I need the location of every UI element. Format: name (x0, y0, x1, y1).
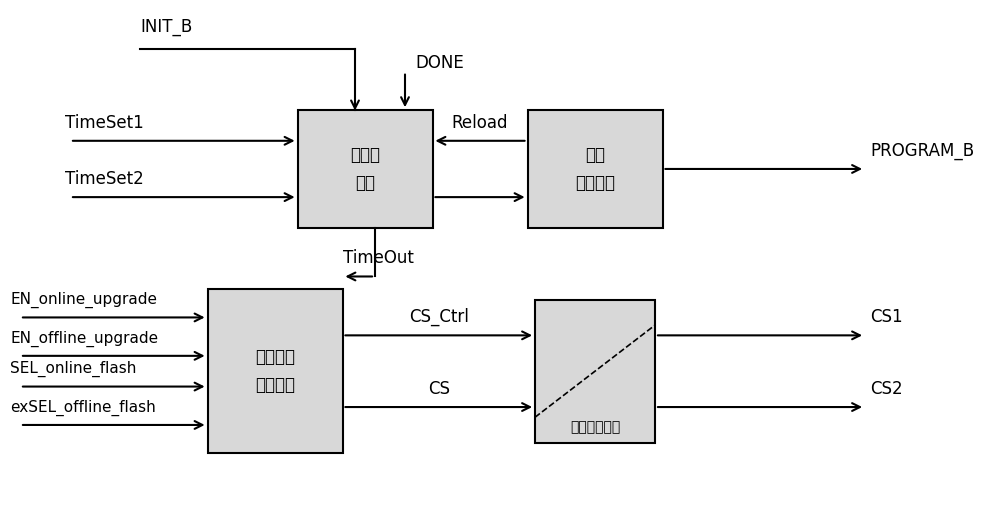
Text: Reload: Reload (452, 114, 508, 132)
Text: 单元: 单元 (355, 174, 375, 192)
Text: 计时器: 计时器 (350, 146, 380, 164)
Bar (535, 300, 655, 443)
Text: 加载: 加载 (585, 146, 605, 164)
Bar (298, 110, 432, 228)
Text: TimeSet2: TimeSet2 (65, 170, 144, 188)
Text: CS1: CS1 (870, 308, 903, 326)
Text: PROGRAM_B: PROGRAM_B (870, 142, 974, 160)
Text: 模式选择: 模式选择 (255, 348, 295, 366)
Text: TimeOut: TimeOut (343, 249, 414, 267)
Text: CS2: CS2 (870, 380, 903, 398)
Text: EN_online_upgrade: EN_online_upgrade (10, 292, 157, 308)
Text: INIT_B: INIT_B (140, 18, 192, 36)
Text: SEL_online_flash: SEL_online_flash (10, 361, 136, 377)
Text: TimeSet1: TimeSet1 (65, 114, 144, 132)
Text: exSEL_offline_flash: exSEL_offline_flash (10, 399, 156, 416)
Text: 控制单元: 控制单元 (255, 376, 295, 394)
Bar (208, 289, 342, 453)
Bar (528, 110, 662, 228)
Text: CS_Ctrl: CS_Ctrl (409, 308, 469, 326)
Text: EN_offline_upgrade: EN_offline_upgrade (10, 330, 158, 347)
Text: 片选控制单元: 片选控制单元 (570, 420, 620, 435)
Text: 控制单元: 控制单元 (575, 174, 615, 192)
Text: DONE: DONE (415, 54, 464, 72)
Text: CS: CS (428, 380, 450, 398)
